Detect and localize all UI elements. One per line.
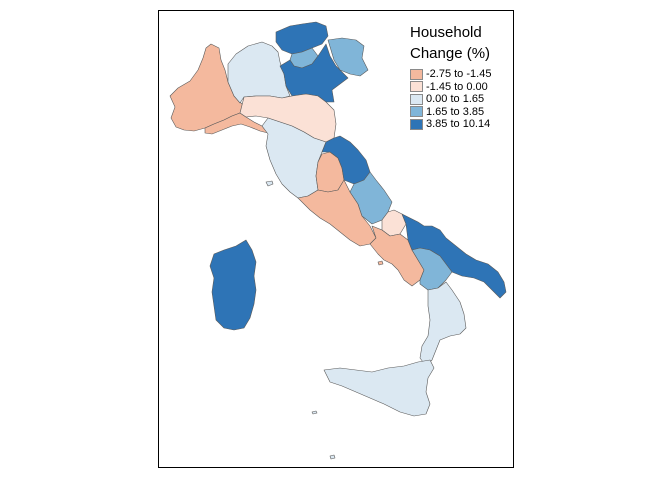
legend-swatch — [410, 93, 423, 105]
legend-label: 1.65 to 3.85 — [426, 105, 485, 118]
legend-item: 1.65 to 3.85 — [410, 106, 491, 118]
island-elba — [265, 180, 274, 187]
region-lombardia — [227, 41, 291, 104]
legend-label: -2.75 to -1.45 — [426, 68, 492, 80]
map-legend: Household Change (%) -2.75 to -1.45 -1.4… — [410, 22, 491, 131]
island-pantelleria — [329, 454, 336, 460]
legend-item: -2.75 to -1.45 — [410, 68, 491, 80]
legend-items: -2.75 to -1.45 -1.45 to 0.00 0.00 to 1.6… — [410, 68, 491, 130]
legend-title-line1: Household — [410, 24, 482, 41]
legend-item: 0.00 to 1.65 — [410, 93, 491, 105]
legend-swatch — [410, 81, 423, 92]
legend-label: 3.85 to 10.14 — [426, 118, 491, 130]
region-lazio — [297, 179, 377, 247]
legend-swatch — [410, 118, 423, 130]
region-trentino-north — [275, 21, 329, 55]
legend-label: -1.45 to 0.00 — [426, 80, 488, 93]
legend-title-line2: Change (%) — [410, 45, 491, 62]
region-piemonte — [169, 43, 244, 132]
legend-label: 0.00 to 1.65 — [426, 93, 485, 105]
region-sardegna — [209, 239, 257, 331]
legend-item: 3.85 to 10.14 — [410, 118, 491, 130]
island-lampedusa — [311, 410, 318, 415]
island-capri-ischia — [377, 260, 384, 266]
region-calabria — [419, 281, 467, 367]
legend-swatch — [410, 68, 423, 80]
legend-item: -1.45 to 0.00 — [410, 81, 491, 93]
region-basilicata — [411, 247, 453, 291]
region-sicilia — [323, 359, 435, 417]
map-frame — [158, 10, 514, 468]
region-friuli — [327, 37, 369, 77]
legend-swatch — [410, 106, 423, 117]
